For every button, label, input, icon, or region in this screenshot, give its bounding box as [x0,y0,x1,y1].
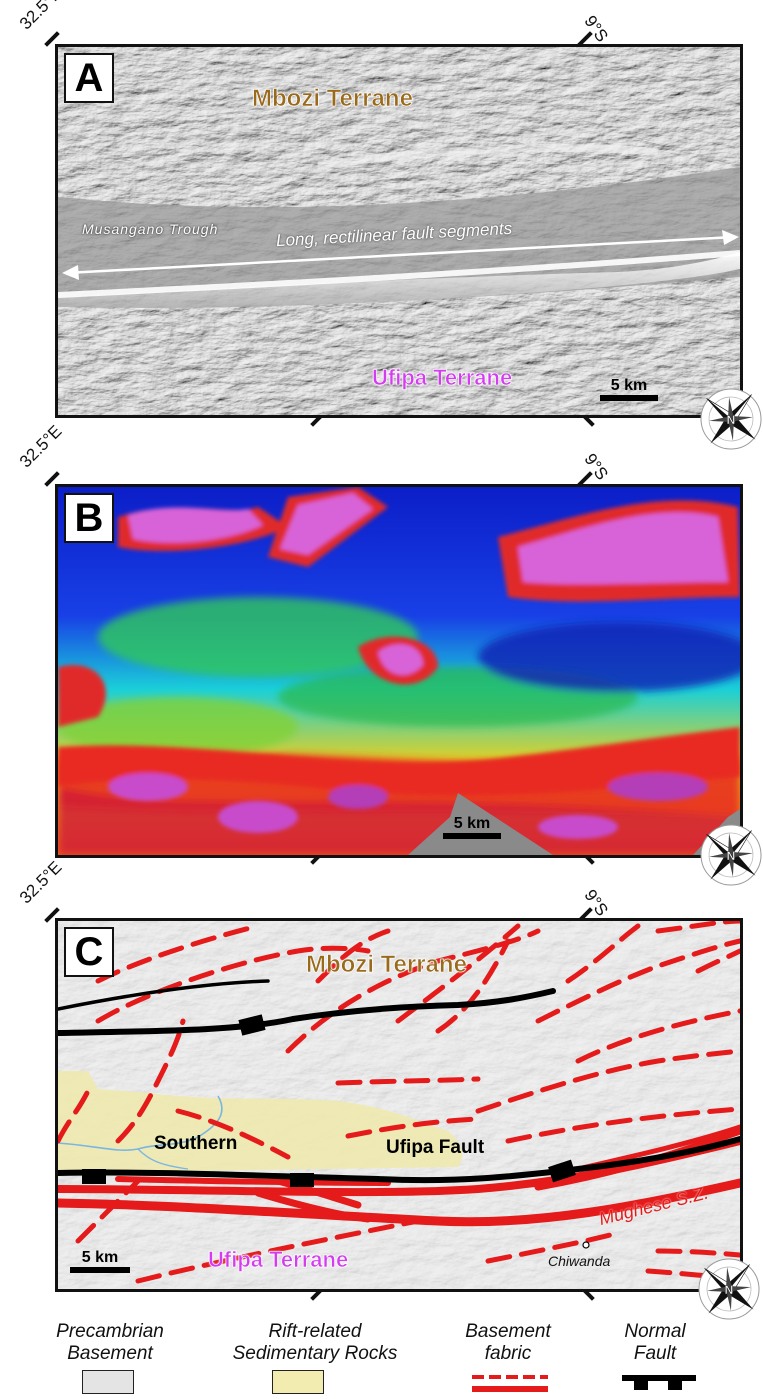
legend-fault-symbol [622,1375,696,1390]
legend-precambrian-line2: Basement [67,1343,153,1364]
scale-bar-b-label: 5 km [453,815,491,832]
compass-c-n: N [725,1283,734,1297]
panel-a-letter: A [64,53,114,103]
panel-c-letter: C [64,927,114,977]
double-arrow [62,230,739,280]
lon-label-a: 32.5°E [15,0,66,34]
lon-label-b: 32.5°E [15,421,66,472]
legend-fault-line2: Fault [633,1343,677,1364]
panel-c-interpretation-map: C Mbozi Terrane Southern Ufipa Fault Mug… [55,918,743,1292]
legend-precambrian-line1: Precambrian [56,1321,164,1342]
mbozi-terrane-label-a: Mbozi Terrane [252,85,414,113]
scale-bar-a-line [600,395,658,401]
legend-rift-swatch [272,1370,324,1394]
scale-bar-b-line [443,833,501,839]
interpretation-map [58,921,740,1289]
compass-rose-a-icon: N [700,388,762,450]
scale-bar-b: 5 km [443,815,501,839]
compass-b-n: N [727,849,736,863]
legend-fabric-symbol [472,1375,548,1392]
legend-precambrian-swatch [82,1370,134,1394]
lon-label-c: 32.5°E [15,857,66,908]
panel-b-magnetic-map: B 5 km [55,484,743,858]
legend-rift-line1: Rift-related [268,1321,362,1342]
musangano-trough-label: Musangano Trough [82,221,219,237]
magnetic-anomaly-image [58,487,740,855]
scale-bar-a-label: 5 km [610,377,648,394]
legend-fabric-line2: fabric [484,1343,532,1364]
legend-fabric-label: Basement fabric [448,1321,568,1365]
panel-a-hillshade-map: A Mbozi Terrane Musangano Trough Long, r… [55,44,743,418]
legend-precambrian-label: Precambrian Basement [40,1321,180,1365]
scale-bar-c: 5 km [70,1249,130,1273]
southern-label: Southern [154,1133,238,1154]
sedimentary-basin [58,1071,463,1173]
compass-rose-c-icon: N [698,1258,760,1320]
scale-bar-c-label: 5 km [81,1249,119,1266]
ufipa-fault-label: Ufipa Fault [386,1137,485,1158]
chiwanda-label: Chiwanda [548,1253,611,1269]
legend-fabric-line1: Basement [465,1321,551,1342]
scale-bar-a: 5 km [600,377,658,401]
ufipa-terrane-label-a: Ufipa Terrane [372,365,513,391]
legend-rift-label: Rift-related Sedimentary Rocks [225,1321,405,1365]
hillshade-relief [58,47,740,415]
mbozi-terrane-label-c: Mbozi Terrane [306,951,468,979]
ufipa-terrane-label-c: Ufipa Terrane [208,1247,349,1273]
legend-rift-line2: Sedimentary Rocks [232,1343,398,1364]
panel-b-letter: B [64,493,114,543]
legend-fault-line1: Normal [624,1321,686,1342]
legend-fault-label: Normal Fault [595,1321,715,1365]
compass-rose-b-icon: N [700,824,762,886]
scale-bar-c-line [70,1267,130,1273]
compass-a-n: N [727,413,736,427]
